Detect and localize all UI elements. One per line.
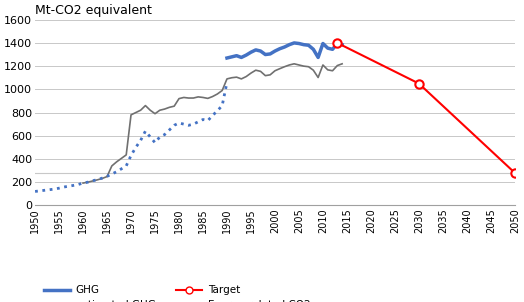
Text: Mt-CO2 equivalent: Mt-CO2 equivalent <box>35 4 152 17</box>
Legend: GHG, estimated GHG, Target, Energy-related CO2: GHG, estimated GHG, Target, Energy-relat… <box>40 281 314 302</box>
